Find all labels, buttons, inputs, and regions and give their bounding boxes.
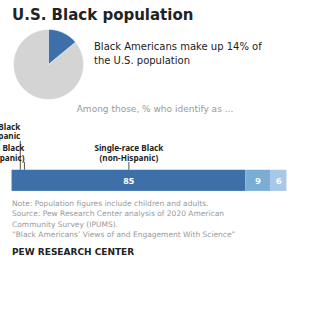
svg-text:85: 85 [123,174,134,187]
svg-text:Multiracial Black(non-Hispanic: Multiracial Black(non-Hispanic) [0,142,25,162]
svg-text:9: 9 [255,174,261,187]
svg-text:6: 6 [276,174,282,187]
html-text:Among those, % who identify as: Among those, % who identify as ... [76,104,234,114]
html-text:PEW RESEARCH CENTER: PEW RESEARCH CENTER [12,246,135,257]
svg-text:BlackHispanic: BlackHispanic [0,121,21,141]
html-text:Black Americans make up 14% of: Black Americans make up 14% of the U.S. … [94,41,262,66]
html-text:Note: Population figures inclu: Note: Population figures include childre… [12,198,236,240]
html-text:U.S. Black population: U.S. Black population [12,6,194,24]
svg-text:Single-race Black(non-Hispanic: Single-race Black(non-Hispanic) [94,142,164,162]
